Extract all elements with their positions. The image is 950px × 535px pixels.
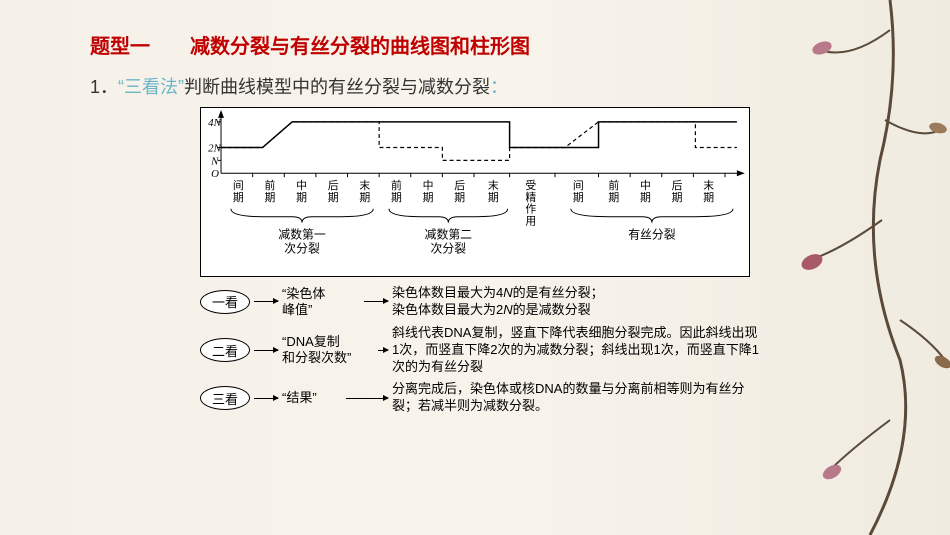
svg-text:中: 中: [423, 179, 434, 192]
step-row-3: 三看 “结果” 分离完成后，染色体或核DNA的数量与分离前相等则为有丝分裂；若减…: [200, 381, 760, 415]
svg-text:期: 期: [488, 191, 499, 204]
arrow-icon: [364, 301, 388, 302]
svg-text:后: 后: [672, 179, 683, 192]
step-oval-1: 一看: [200, 290, 250, 314]
svg-text:间: 间: [573, 179, 584, 192]
heading-row: 题型一 减数分裂与有丝分裂的曲线图和柱形图: [90, 30, 860, 59]
step-row-1: 一看 “染色体峰值” 染色体数目最大为4N的是有丝分裂；染色体数目最大为2N的是…: [200, 285, 760, 319]
svg-text:期: 期: [573, 191, 584, 204]
ytick-o: O: [211, 168, 219, 180]
intro-quoted: “三看法”: [118, 77, 184, 97]
dashed-series: [221, 122, 737, 161]
svg-text:期: 期: [608, 191, 619, 204]
type-label: 题型一: [90, 30, 150, 59]
step-oval-3: 三看: [200, 386, 250, 410]
svg-text:期: 期: [391, 191, 402, 204]
svg-text:前: 前: [608, 178, 619, 192]
svg-text:中: 中: [640, 179, 651, 192]
arrow-icon: [346, 398, 388, 399]
page-content: 题型一 减数分裂与有丝分裂的曲线图和柱形图 1．“三看法”判断曲线模型中的有丝分…: [0, 0, 950, 415]
svg-text:期: 期: [454, 191, 465, 204]
svg-text:期: 期: [359, 191, 370, 204]
svg-text:期: 期: [640, 191, 651, 204]
svg-text:次分裂: 次分裂: [284, 241, 320, 255]
svg-text:受: 受: [525, 179, 536, 192]
step-mid-3: “结果”: [282, 390, 342, 406]
intro-prefix: 1．: [90, 77, 118, 97]
arrow-icon: [254, 398, 278, 399]
arrow-icon: [254, 301, 278, 302]
intro-line: 1．“三看法”判断曲线模型中的有丝分裂与减数分裂：: [90, 73, 860, 99]
svg-text:末: 末: [703, 178, 714, 192]
svg-text:减数第一: 减数第一: [278, 227, 326, 241]
x-ticks: [253, 173, 725, 177]
step-desc-1: 染色体数目最大为4N的是有丝分裂；染色体数目最大为2N的是减数分裂: [392, 285, 760, 319]
svg-text:次分裂: 次分裂: [431, 241, 467, 255]
steps-list: 一看 “染色体峰值” 染色体数目最大为4N的是有丝分裂；染色体数目最大为2N的是…: [200, 285, 760, 415]
group-braces: [231, 209, 733, 223]
ytick-4n: 4N: [208, 117, 221, 129]
svg-text:作: 作: [525, 203, 536, 216]
svg-text:末: 末: [359, 178, 370, 192]
ytick-n: N: [210, 155, 219, 167]
chart-box: 4N 2N N O: [200, 107, 750, 277]
svg-text:有丝分裂: 有丝分裂: [628, 227, 676, 241]
arrow-icon: [254, 350, 278, 351]
step-desc-2: 斜线代表DNA复制，竖直下降代表细胞分裂完成。因此斜线出现1次，而竖直下降2次的…: [392, 325, 760, 376]
svg-text:后: 后: [454, 179, 465, 192]
arrow-icon: [378, 350, 388, 351]
svg-text:用: 用: [525, 216, 536, 228]
svg-text:后: 后: [328, 179, 339, 192]
type-title: 减数分裂与有丝分裂的曲线图和柱形图: [190, 30, 530, 59]
solid-series: [221, 122, 737, 148]
ytick-2n: 2N: [208, 142, 221, 154]
svg-text:间: 间: [233, 179, 244, 192]
svg-text:前: 前: [391, 178, 402, 192]
svg-text:期: 期: [703, 191, 714, 204]
svg-text:中: 中: [296, 179, 307, 192]
svg-text:减数第二: 减数第二: [425, 227, 473, 241]
svg-text:期: 期: [233, 191, 244, 204]
group-labels: 减数第一次分裂 减数第二次分裂 有丝分裂: [278, 227, 675, 255]
svg-text:期: 期: [328, 191, 339, 204]
svg-text:期: 期: [296, 191, 307, 204]
intro-colon: ：: [490, 77, 508, 97]
svg-text:期: 期: [672, 191, 683, 204]
step-row-2: 二看 “DNA复制和分裂次数” 斜线代表DNA复制，竖直下降代表细胞分裂完成。因…: [200, 325, 760, 376]
step-desc-3: 分离完成后，染色体或核DNA的数量与分离前相等则为有丝分裂；若减半则为减数分裂。: [392, 381, 760, 415]
step-mid-1: “染色体峰值”: [282, 286, 360, 319]
svg-text:末: 末: [488, 178, 499, 192]
svg-text:前: 前: [265, 178, 276, 192]
phase-labels: 间期 前期 中期 后期 末期 前期 中期 后期 末期 受精作用 间期 前期 中期…: [233, 178, 714, 228]
intro-rest: 判断曲线模型中的有丝分裂与减数分裂: [184, 77, 490, 97]
step-mid-2: “DNA复制和分裂次数”: [282, 334, 374, 367]
svg-text:期: 期: [423, 191, 434, 204]
svg-text:精: 精: [525, 191, 536, 204]
chart-svg: 4N 2N N O: [201, 108, 749, 276]
step-oval-2: 二看: [200, 338, 250, 362]
svg-text:期: 期: [265, 191, 276, 204]
